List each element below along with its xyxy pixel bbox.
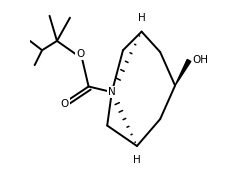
Text: H: H: [133, 155, 141, 165]
Text: OH: OH: [193, 54, 209, 65]
Text: O: O: [76, 49, 84, 59]
Text: H: H: [138, 13, 145, 23]
Polygon shape: [175, 60, 191, 86]
Text: O: O: [60, 99, 69, 109]
Text: N: N: [108, 87, 116, 97]
